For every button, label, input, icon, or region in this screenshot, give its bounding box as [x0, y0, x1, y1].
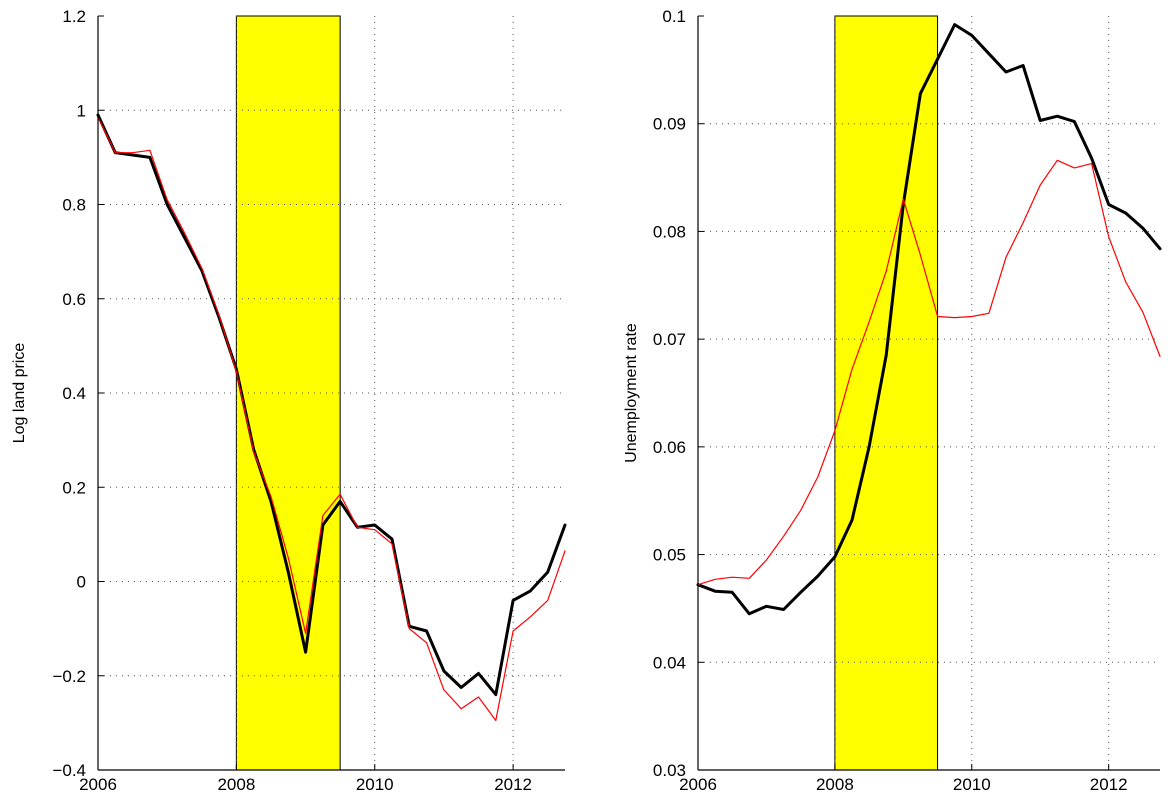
y-tick-label: 0.8	[62, 196, 86, 215]
y-tick-label: 0.6	[62, 290, 86, 309]
y-tick-label: −0.4	[52, 761, 86, 780]
y-tick-label: 0.08	[653, 222, 686, 241]
series-line-1	[696, 23, 1162, 616]
y-tick-label: 0.2	[62, 478, 86, 497]
x-tick-label: 2012	[494, 775, 532, 794]
chart-panel-1: 2006 2008 2010 2012 −0.4 −0.2 0 0.2 0.4 0.6 0.8 1 1.…	[11, 7, 567, 794]
y-tick-label: 0.09	[653, 115, 686, 134]
x-tick-label: 2006	[679, 775, 717, 794]
y-tick-label: 0.06	[653, 438, 686, 457]
y-tick-label: 0.05	[653, 546, 686, 565]
shaded-region	[235, 15, 341, 771]
x-tick-label: 2006	[79, 775, 117, 794]
y-tick-label: −0.2	[52, 667, 86, 686]
chart-panel-2: 2006 2008 2010 2012 0.03 0.04 0.05 0.06 0.07 0.08…	[623, 7, 1162, 794]
y-tick-label: 0.04	[653, 653, 686, 672]
y-axis-label: Log land price	[11, 343, 28, 444]
x-tick-label: 2010	[953, 775, 991, 794]
y-tick-label: 0.03	[653, 761, 686, 780]
y-tick-label: 0.1	[662, 7, 686, 26]
y-tick-label: 0	[77, 573, 86, 592]
x-tick-label: 2012	[1090, 775, 1128, 794]
x-tick-label: 2008	[816, 775, 854, 794]
x-tick-label: 2008	[217, 775, 255, 794]
y-tick-label: 1	[77, 101, 86, 120]
y-axis-label: Unemployment rate	[623, 323, 640, 463]
y-tick-label: 1.2	[62, 7, 86, 26]
y-tick-label: 0.4	[62, 384, 86, 403]
x-tick-label: 2010	[356, 775, 394, 794]
series-line-1	[96, 113, 567, 697]
series-line-2	[97, 116, 566, 722]
shaded-region	[834, 15, 939, 771]
series-line-2	[697, 159, 1161, 586]
y-tick-label: 0.07	[653, 330, 686, 349]
